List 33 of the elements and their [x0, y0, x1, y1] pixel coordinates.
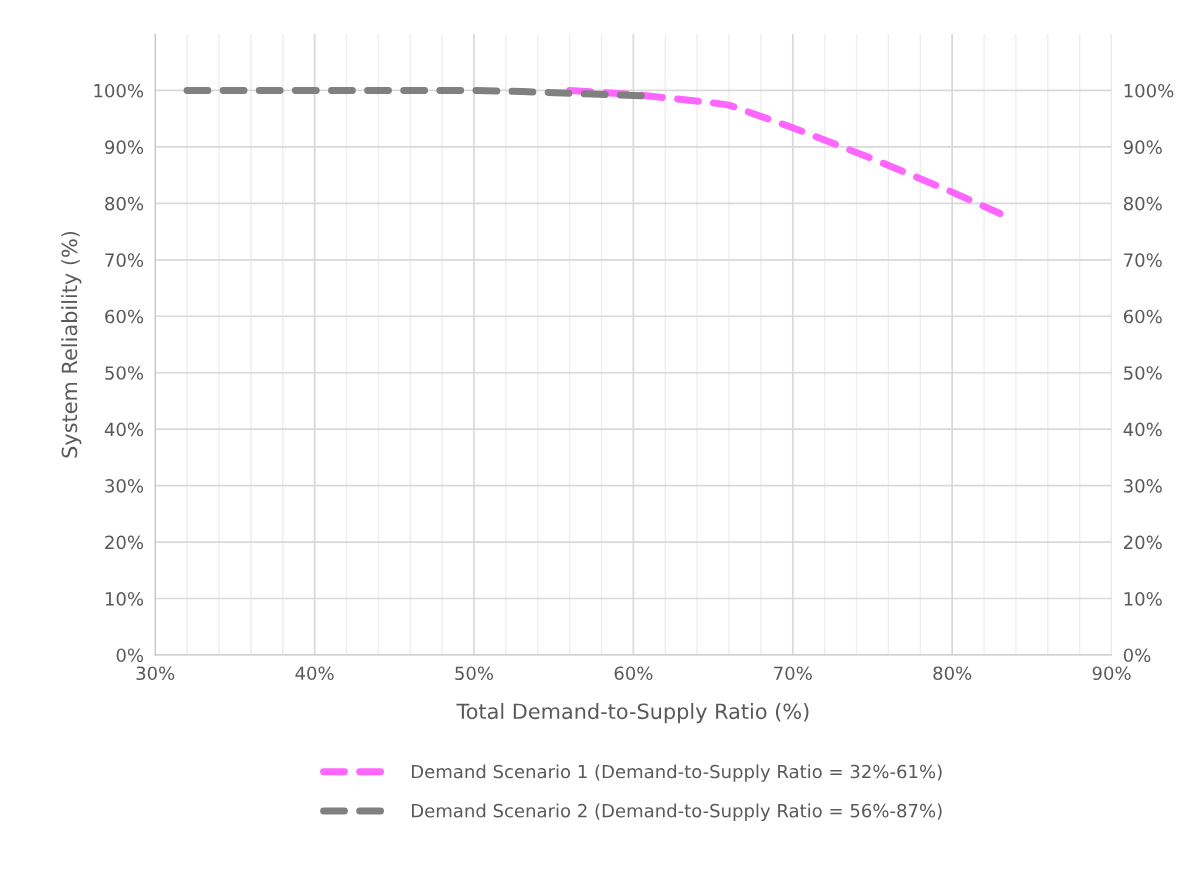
x-tick-label: 70% — [774, 666, 812, 681]
y2-tick-label: 50% — [1124, 366, 1162, 380]
y-tick-label: 60% — [105, 309, 144, 324]
x-tick-label: 40% — [295, 666, 334, 681]
x-tick-label: 90% — [1092, 666, 1131, 681]
y-tick-label: 30% — [105, 479, 144, 493]
y-tick-label: 50% — [105, 366, 144, 380]
y-tick-label: 20% — [105, 535, 144, 550]
legend-label: Demand Scenario 1 (Demand-to-Supply Ratio = 32%-61%) — [412, 764, 942, 782]
y2-tick-label: 0% — [1123, 648, 1151, 663]
y-tick-label: 90% — [105, 140, 144, 154]
y2-tick-label: 40% — [1123, 422, 1162, 437]
x-axis-title: Total Demand-to-Supply Ratio (%) — [456, 703, 809, 724]
y-tick-label: 0% — [116, 648, 144, 663]
y-tick-label: 100% — [94, 83, 144, 98]
x-tick-label: 50% — [455, 666, 494, 681]
y-tick-label: 40% — [104, 422, 144, 437]
y2-tick-label: 100% — [1124, 83, 1174, 98]
y2-tick-label: 30% — [1124, 479, 1162, 493]
legend-label: Demand Scenario 2 (Demand-to-Supply Ratio = 56%-87%) — [412, 803, 942, 822]
x-tick-label: 80% — [933, 666, 972, 681]
y-tick-label: 70% — [105, 253, 144, 267]
y2-tick-label: 10% — [1124, 591, 1162, 606]
y2-tick-label: 70% — [1124, 253, 1162, 267]
x-tick-label: 30% — [136, 666, 175, 681]
y2-tick-label: 20% — [1124, 535, 1162, 550]
y2-tick-label: 80% — [1123, 196, 1162, 211]
y2-tick-label: 90% — [1123, 140, 1162, 154]
x-tick-label: 60% — [614, 666, 653, 681]
y-tick-label: 10% — [105, 591, 144, 606]
y2-tick-label: 60% — [1123, 309, 1162, 324]
y-tick-label: 80% — [105, 196, 144, 211]
y-axis-title: System Reliability (%) — [61, 231, 82, 458]
